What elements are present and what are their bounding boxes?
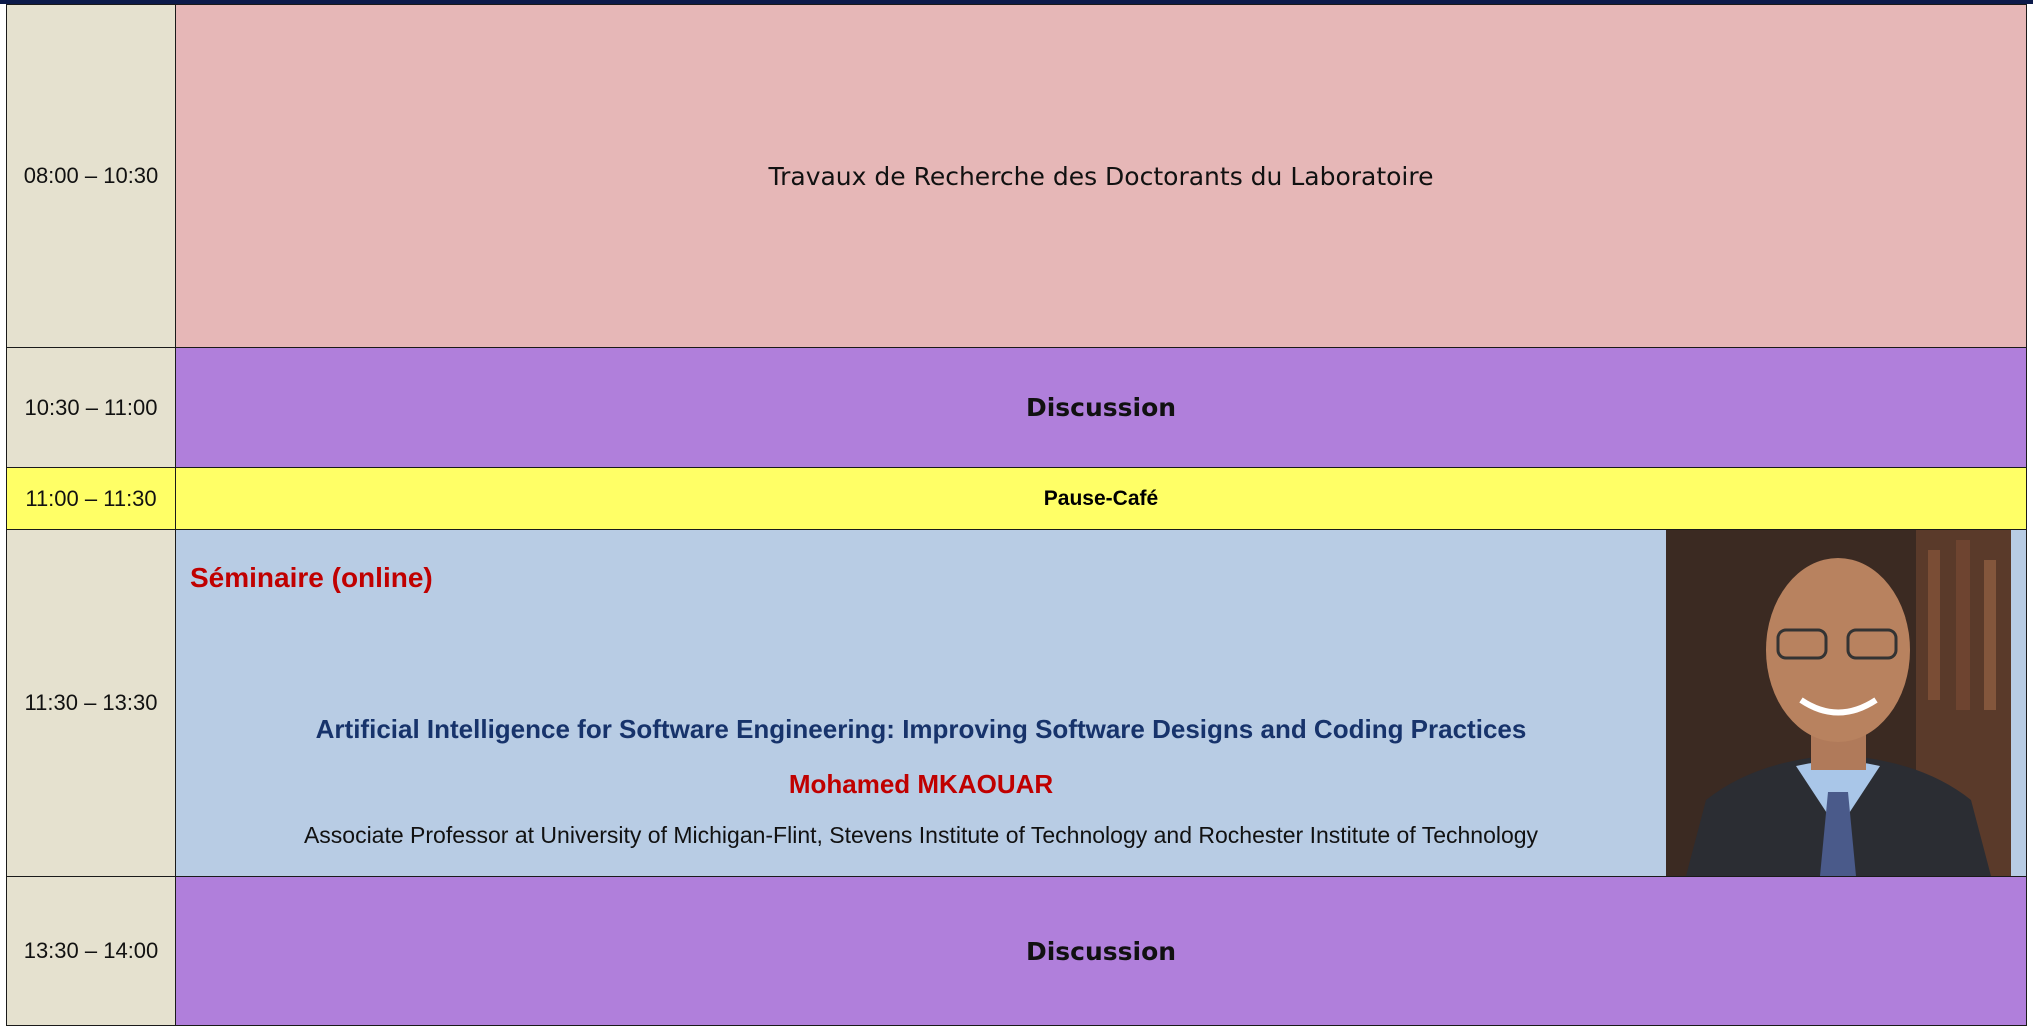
session-cell: Pause-Café	[175, 467, 2027, 530]
time-cell: 11:30 – 13:30	[6, 529, 176, 877]
time-cell: 10:30 – 11:00	[6, 347, 176, 468]
seminar-label: Séminaire (online)	[190, 562, 433, 593]
time: 10:30 – 11:00	[24, 394, 158, 420]
speaker-photo	[1666, 530, 2011, 876]
time: 11:00 – 11:30	[25, 485, 157, 511]
time-cell: 13:30 – 14:00	[6, 876, 176, 1026]
session-title: Pause-Café	[1043, 486, 1159, 510]
session-cell: Discussion	[175, 876, 2027, 1026]
session-cell: Travaux de Recherche des Doctorants du L…	[175, 4, 2027, 348]
speaker: Mohamed MKAOUAR	[788, 769, 1054, 799]
talk-title: Artificial Intelligence for Software Eng…	[315, 714, 1527, 744]
seminar-cell: Séminaire (online) Artificial Intelligen…	[175, 529, 2027, 877]
top-border	[0, 0, 2033, 4]
session-cell: Discussion	[175, 347, 2027, 468]
session-title: Discussion	[1025, 393, 1177, 422]
affiliation: Associate Professor at University of Mic…	[303, 822, 1539, 848]
session-title: Discussion	[1025, 936, 1177, 966]
time: 13:30 – 14:00	[23, 938, 159, 963]
time: 11:30 – 13:30	[24, 690, 158, 715]
time-cell: 08:00 – 10:30	[6, 4, 176, 348]
session-title: Travaux de Recherche des Doctorants du L…	[768, 161, 1434, 191]
time-cell: 11:00 – 11:30	[6, 467, 176, 530]
time: 08:00 – 10:30	[23, 163, 159, 188]
